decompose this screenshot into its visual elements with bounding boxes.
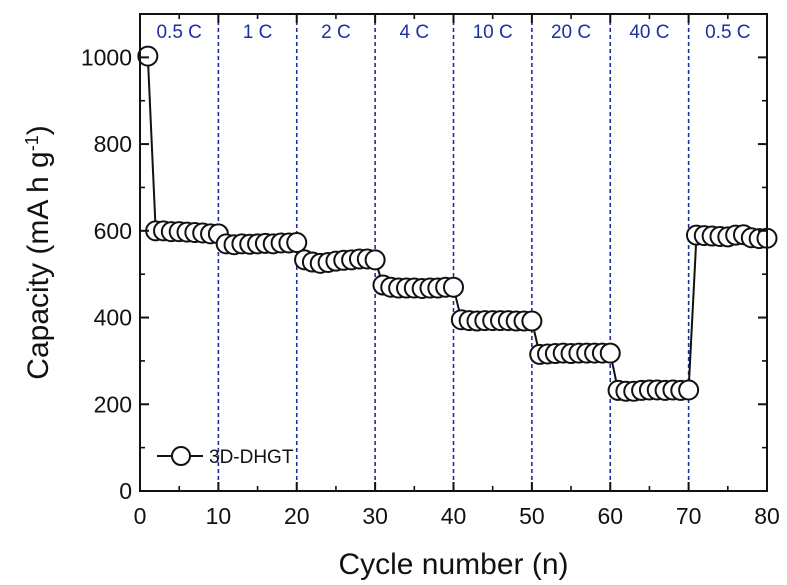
- rate-label-7: 0.5 C: [705, 22, 750, 43]
- rate-label-6: 40 C: [629, 22, 669, 43]
- legend-marker-swatch: [171, 446, 191, 466]
- rate-label-5: 20 C: [551, 22, 591, 43]
- series-line-3d-dhgt: [146, 56, 768, 393]
- x-tick-label-80: 80: [754, 503, 780, 529]
- rate-label-4: 10 C: [473, 22, 513, 43]
- series-points-layer: [137, 45, 778, 402]
- data-point-cycle-20: [286, 232, 308, 254]
- y-axis-title-close: ): [22, 125, 55, 135]
- x-tick-label-30: 30: [362, 503, 388, 529]
- y-tick-label-1000: 1000: [81, 44, 132, 70]
- x-tick-label-20: 20: [284, 503, 310, 529]
- rate-label-1: 1 C: [243, 22, 273, 43]
- rate-label-3: 4 C: [400, 22, 430, 43]
- x-axis-ticks: 0 10 20 30 40 50 60 70 80: [134, 14, 780, 529]
- data-point-cycle-30: [364, 249, 386, 271]
- rate-labels: 0.5 C 1 C 2 C 4 C 10 C 20 C 40 C 0.5 C: [156, 22, 750, 43]
- legend: 3D-DHGT: [157, 446, 294, 468]
- data-point-cycle-1: [137, 45, 159, 67]
- data-point-cycle-70: [678, 379, 700, 401]
- data-point-cycle-50: [521, 310, 543, 332]
- y-axis-title-superscript: -1: [22, 135, 42, 151]
- y-axis-title: Capacity (mA h g-1): [22, 125, 55, 379]
- x-tick-label-0: 0: [134, 503, 147, 529]
- x-tick-label-70: 70: [676, 503, 702, 529]
- x-tick-label-40: 40: [441, 503, 467, 529]
- y-tick-label-800: 800: [94, 131, 132, 157]
- y-axis-title-main: Capacity (mA h g: [22, 151, 55, 379]
- data-point-cycle-60: [599, 342, 621, 364]
- rate-label-2: 2 C: [321, 22, 351, 43]
- x-axis-title: Cycle number (n): [338, 548, 568, 581]
- y-axis-ticks: 0 200 400 600 800 1000: [81, 44, 767, 504]
- x-tick-label-50: 50: [519, 503, 545, 529]
- y-tick-label-200: 200: [94, 391, 132, 417]
- series-line-layer: [146, 56, 768, 393]
- data-point-cycle-40: [443, 276, 464, 298]
- y-tick-label-0: 0: [119, 478, 132, 504]
- x-tick-label-10: 10: [206, 503, 232, 529]
- rate-label-0: 0.5 C: [156, 22, 201, 43]
- y-tick-label-600: 600: [94, 218, 132, 244]
- y-tick-label-400: 400: [94, 305, 132, 331]
- x-tick-label-60: 60: [597, 503, 623, 529]
- legend-label: 3D-DHGT: [209, 447, 294, 468]
